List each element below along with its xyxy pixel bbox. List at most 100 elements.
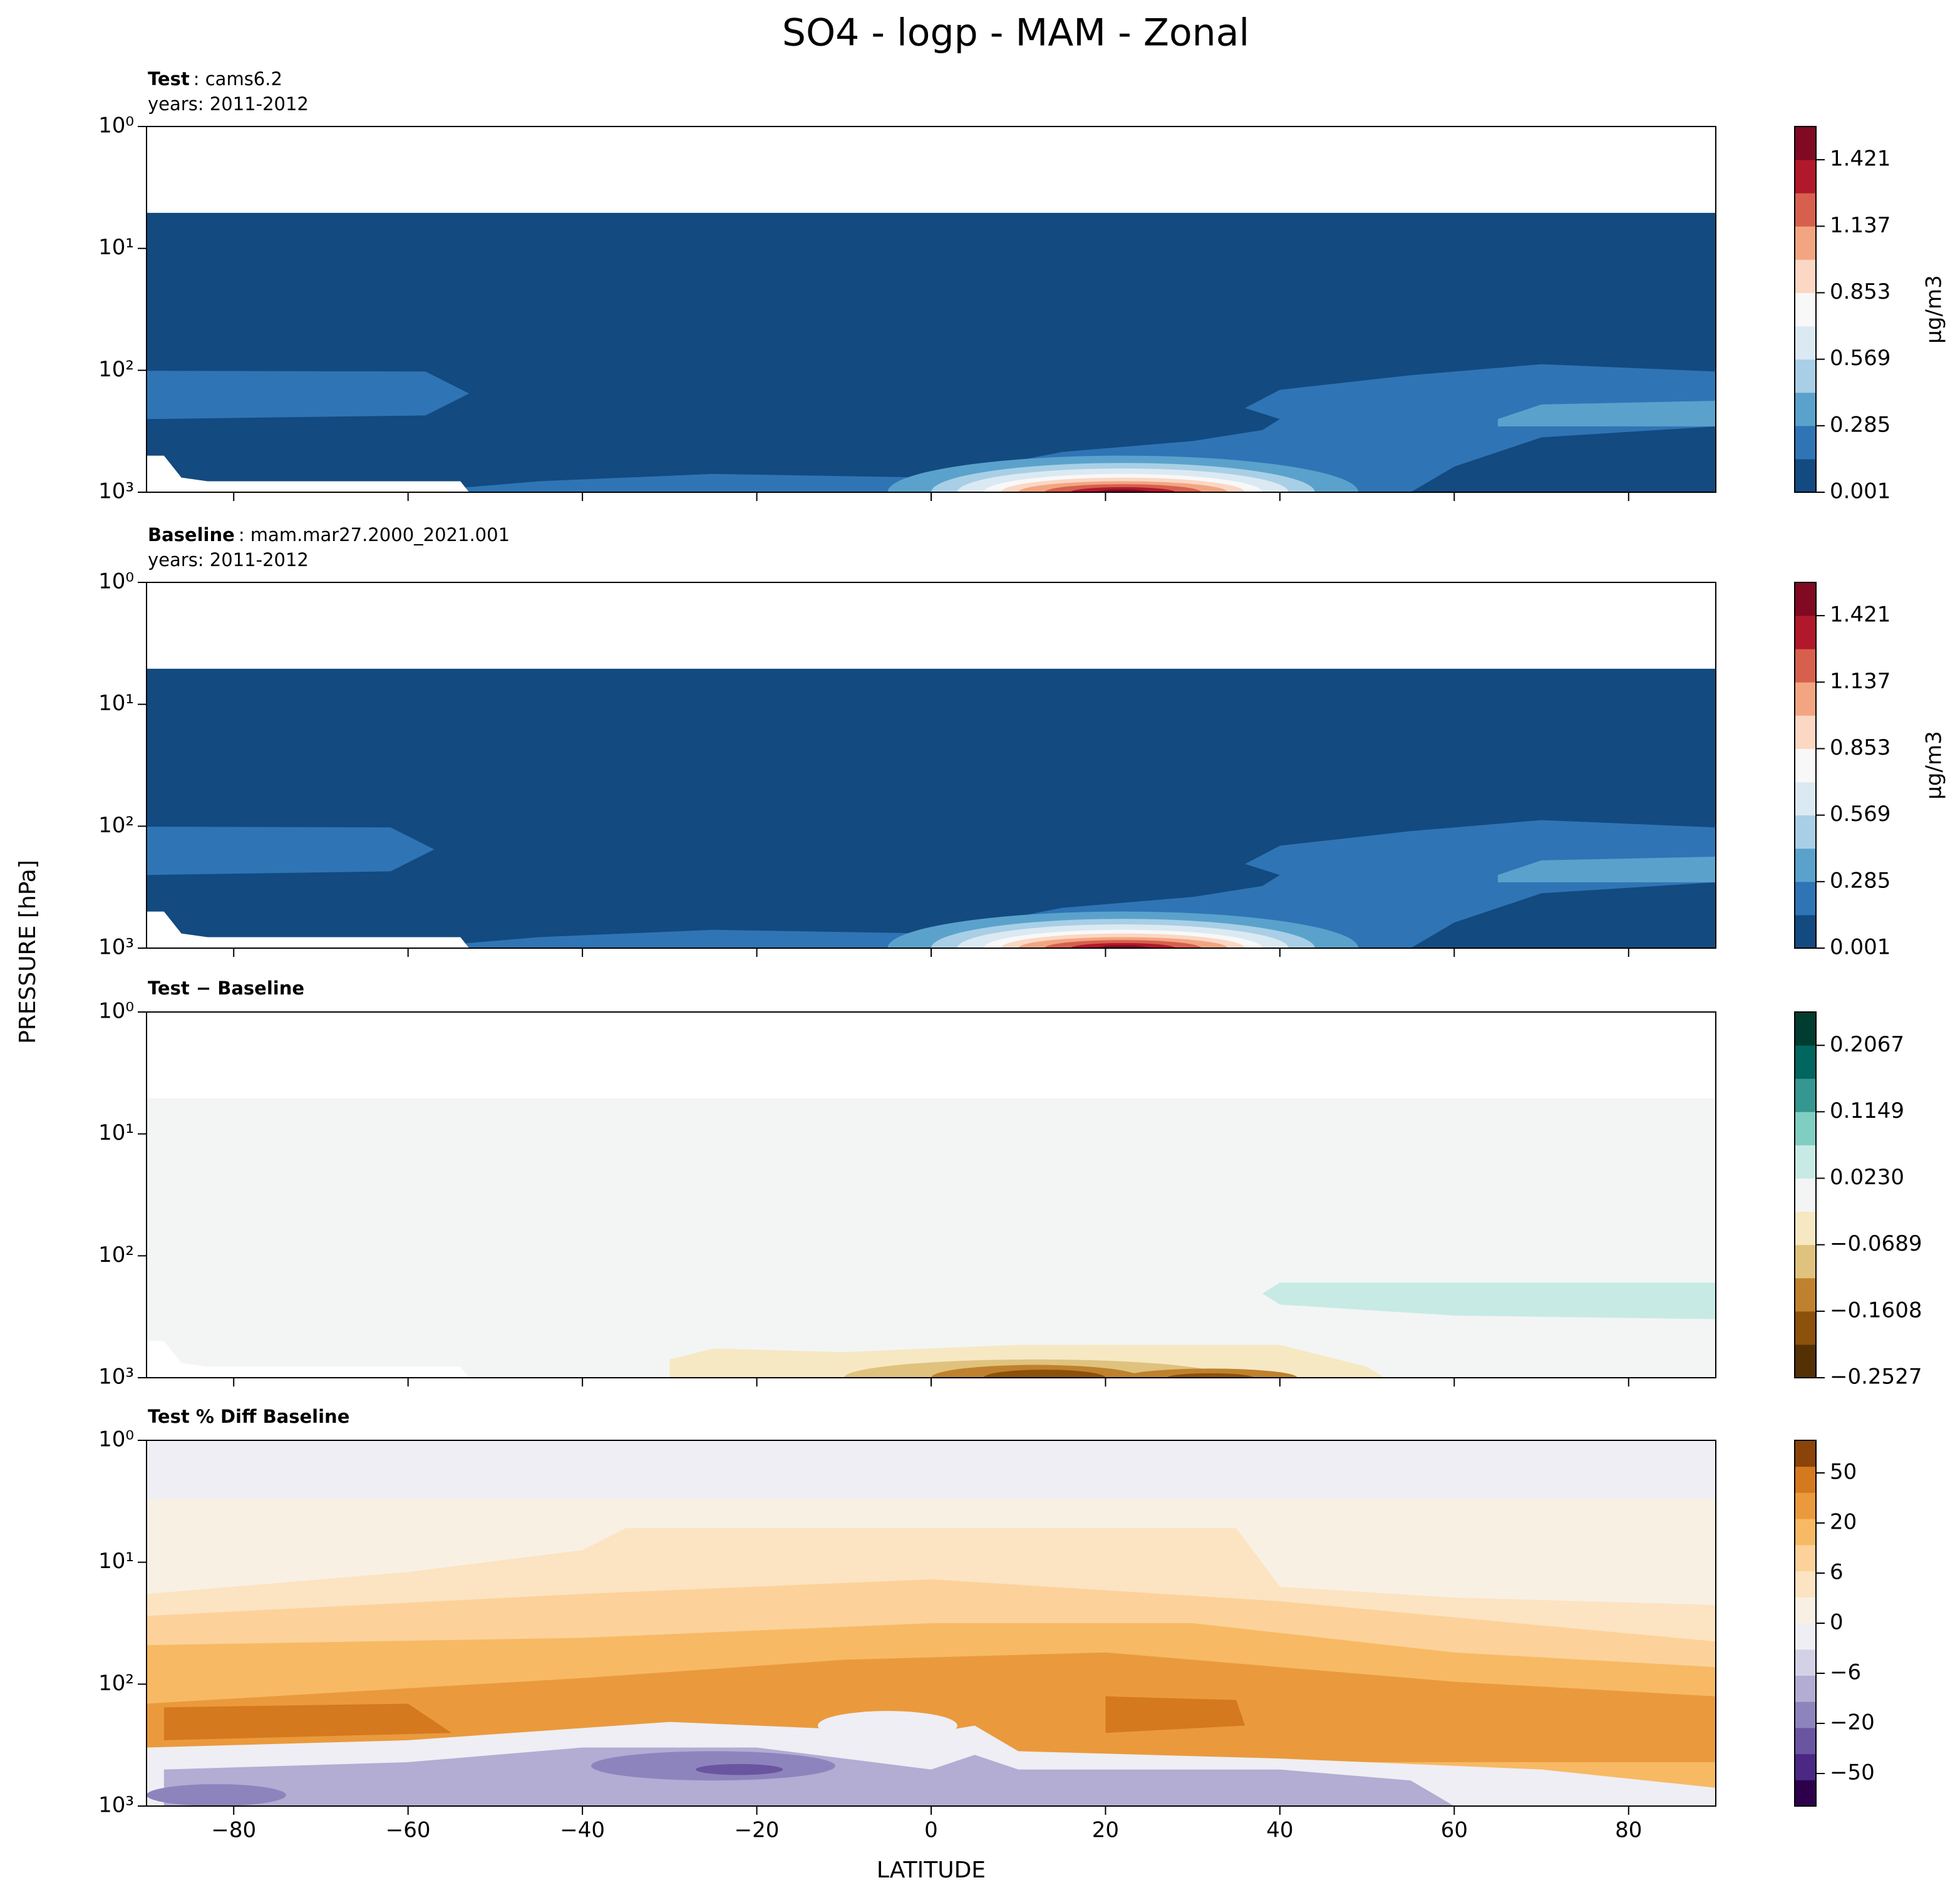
colorbar-band	[1795, 1623, 1816, 1650]
colorbar-band	[1795, 1492, 1816, 1519]
colorbar-tick-label: 0	[1830, 1610, 1844, 1635]
x-tick-label: 20	[1092, 1818, 1119, 1843]
colorbar-band	[1795, 881, 1816, 916]
colorbar-band	[1795, 1112, 1816, 1145]
contour-region	[1105, 1696, 1246, 1733]
y-tick-label: 10⁰	[98, 1427, 134, 1452]
colorbar-band	[1795, 359, 1816, 393]
x-tick-label: −60	[386, 1818, 431, 1843]
colorbar-tick-label: 1.137	[1830, 213, 1890, 238]
colorbar-band	[1795, 1311, 1816, 1345]
colorbar-tick-label: −0.2527	[1830, 1365, 1922, 1390]
contour-region	[1123, 1368, 1297, 1378]
colorbar-band	[1795, 1466, 1816, 1493]
contour-region	[1096, 489, 1150, 492]
colorbar-band	[1795, 1753, 1816, 1780]
colorbar-tick-label: 0.001	[1830, 935, 1890, 960]
colorbar-tick-label: 20	[1830, 1510, 1857, 1535]
contour-field	[147, 1012, 1716, 1378]
colorbar-frame	[1794, 582, 1817, 949]
colorbar-band	[1795, 1675, 1816, 1702]
contour-region	[147, 455, 470, 492]
contour-region	[408, 820, 1716, 948]
colorbar-band	[1795, 649, 1816, 683]
x-tick-label: 0	[924, 1818, 938, 1843]
colorbar-band	[1795, 1544, 1816, 1572]
colorbar-tick-label: 0.285	[1830, 868, 1890, 893]
colorbar-band	[1795, 1012, 1816, 1046]
contour-region	[408, 364, 1716, 492]
colorbar-frame	[1794, 126, 1817, 493]
x-tick-label: −40	[560, 1818, 605, 1843]
panel-title-bold: Test % Diff Baseline	[148, 1406, 349, 1427]
colorbar-band	[1795, 1145, 1816, 1179]
colorbar-band	[1795, 126, 1816, 160]
colorbar-tick-label: 0.001	[1830, 479, 1890, 504]
panel-title-bold: Test	[148, 68, 190, 90]
colorbar-band	[1795, 160, 1816, 194]
colorbar-band	[1795, 1244, 1816, 1279]
colorbar-band	[1795, 1571, 1816, 1598]
colorbar-tick-label: 0.2067	[1830, 1032, 1904, 1057]
panel-title-suffix: : mam.mar27.2000_2021.001	[239, 524, 510, 545]
contour-region	[147, 1098, 1716, 1378]
colorbar-band	[1795, 715, 1816, 749]
panel-title: Test − Baseline	[148, 978, 304, 999]
colorbar-tick-label: 0.853	[1830, 735, 1890, 760]
colorbar-band	[1795, 748, 1816, 783]
y-tick-label: 10²	[98, 813, 134, 838]
colorbar-band	[1795, 1278, 1816, 1312]
colorbar-band	[1795, 1649, 1816, 1676]
y-tick-label: 10²	[98, 1671, 134, 1696]
x-tick-label: −20	[735, 1818, 780, 1843]
panel-title: Test % Diff Baseline	[148, 1406, 349, 1427]
panel-title-bold: Test − Baseline	[148, 978, 304, 999]
colorbar-tick-label: 1.421	[1830, 147, 1890, 172]
y-tick-label: 10²	[98, 1242, 134, 1268]
contour-region	[1497, 401, 1716, 426]
colorbar-band	[1795, 914, 1816, 949]
contour-region	[147, 911, 470, 948]
colorbar-band	[1795, 392, 1816, 426]
contour-field	[147, 126, 1716, 492]
colorbar-frame	[1794, 1011, 1817, 1378]
colorbar-tick-label: −0.1608	[1830, 1298, 1922, 1323]
colorbar-tick-label: −0.0689	[1830, 1231, 1922, 1256]
y-tick-label: 10⁰	[98, 569, 134, 594]
colorbar-tick-label: 0.0230	[1830, 1165, 1904, 1190]
y-tick-label: 10²	[98, 357, 134, 382]
contour-region	[1096, 945, 1150, 948]
colorbar-band	[1795, 1597, 1816, 1624]
colorbar-band	[1795, 326, 1816, 360]
contour-region	[696, 1763, 783, 1775]
x-tick-label: −80	[211, 1818, 256, 1843]
contour-region	[818, 1711, 957, 1740]
figure-title: SO4 - logp - MAM - Zonal	[782, 11, 1249, 55]
contour-region	[1497, 857, 1716, 882]
y-tick-label: 10¹	[98, 1549, 134, 1574]
contour-region	[147, 1440, 1716, 1499]
x-axis-label: LATITUDE	[877, 1857, 986, 1883]
colorbar-band	[1795, 226, 1816, 260]
colorbar-band	[1795, 1780, 1816, 1807]
colorbar-tick-label: −50	[1830, 1760, 1875, 1785]
colorbar-band	[1795, 193, 1816, 227]
y-axis-label: PRESSURE [hPa]	[15, 860, 41, 1044]
colorbar-tick-label: 0.1149	[1830, 1098, 1904, 1123]
colorbar-band	[1795, 1440, 1816, 1467]
y-tick-label: 10¹	[98, 235, 134, 260]
contour-region	[147, 1341, 470, 1378]
panel-subtitle: years: 2011-2012	[148, 93, 309, 115]
colorbar-tick-label: 0.285	[1830, 412, 1890, 437]
colorbar-band	[1795, 1344, 1816, 1378]
colorbar-tick-label: −20	[1830, 1710, 1875, 1735]
contour-region	[147, 371, 470, 420]
y-tick-label: 10⁰	[98, 113, 134, 138]
colorbar-label: μg/m3	[1922, 275, 1947, 343]
colorbar-label: μg/m3	[1922, 731, 1947, 799]
contour-region	[1166, 1373, 1254, 1378]
panel-title: Test: cams6.2	[148, 68, 282, 90]
colorbar-band	[1795, 425, 1816, 460]
colorbar-band	[1795, 1519, 1816, 1546]
